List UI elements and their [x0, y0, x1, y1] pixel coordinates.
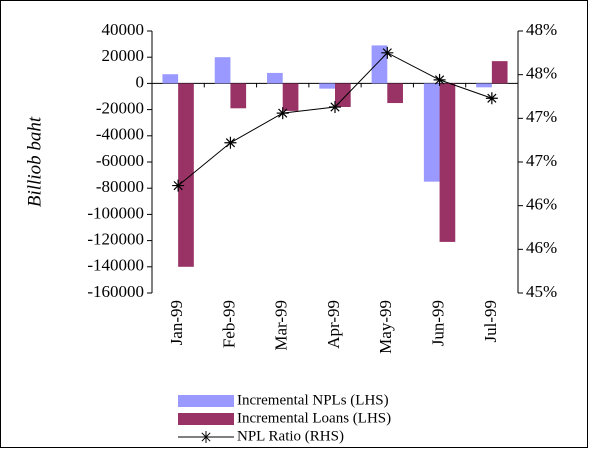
bar [178, 83, 194, 267]
y2-tick-label: 45% [526, 282, 557, 301]
y-tick-label: -40000 [96, 125, 144, 144]
y-tick-label: 40000 [102, 20, 145, 39]
legend-swatch [178, 413, 234, 425]
bar [267, 72, 283, 84]
y-axis-label: Billiob baht [24, 116, 45, 207]
bar [476, 83, 492, 88]
line-marker [172, 179, 185, 192]
y2-tick-label: 46% [526, 195, 557, 214]
bar [162, 74, 179, 84]
line-marker [485, 92, 498, 105]
y2-tick-label: 47% [526, 107, 557, 126]
y-tick-label: -140000 [87, 256, 144, 275]
x-tick-label: May-99 [376, 300, 395, 354]
bar [439, 83, 456, 242]
y2-tick-label: 47% [526, 151, 557, 170]
y-tick-label: -60000 [96, 151, 144, 170]
line-marker [276, 107, 289, 120]
line-marker [329, 100, 341, 113]
y2-tick-label: 48% [526, 20, 557, 39]
x-tick-label: Feb-99 [219, 300, 238, 348]
bar [371, 45, 388, 84]
bar [230, 83, 247, 109]
legend-swatch [200, 431, 212, 443]
bar [282, 83, 299, 111]
bar [214, 57, 231, 84]
legend-label: Incremental NPLs (LHS) [237, 392, 389, 408]
y-tick-label: -80000 [96, 177, 144, 196]
y-tick-label: -100000 [87, 203, 144, 222]
y2-tick-label: 46% [526, 238, 557, 257]
y-tick-label: 0 [136, 72, 145, 91]
x-tick-label: Mar-99 [272, 300, 291, 351]
line-marker [433, 73, 446, 86]
y2-tick-label: 48% [526, 64, 557, 83]
line-marker [224, 136, 237, 149]
bar [319, 83, 335, 89]
bar [491, 61, 508, 84]
x-tick-label: Jan-99 [167, 300, 186, 345]
bar [335, 83, 351, 107]
y-tick-label: -20000 [96, 99, 144, 118]
legend-label: Incremental Loans (LHS) [237, 410, 391, 426]
bar [423, 83, 440, 182]
legend-label: NPL Ratio (RHS) [237, 428, 344, 444]
x-tick-label: Apr-99 [324, 300, 343, 349]
y-tick-label: 20000 [102, 46, 145, 65]
legend-swatch [178, 395, 234, 407]
line-marker [381, 46, 394, 59]
x-tick-label: Jul-99 [481, 300, 500, 343]
y-tick-label: -160000 [87, 282, 144, 301]
x-tick-label: Jun-99 [428, 300, 447, 346]
bar [387, 83, 403, 104]
y-tick-label: -120000 [87, 230, 144, 249]
